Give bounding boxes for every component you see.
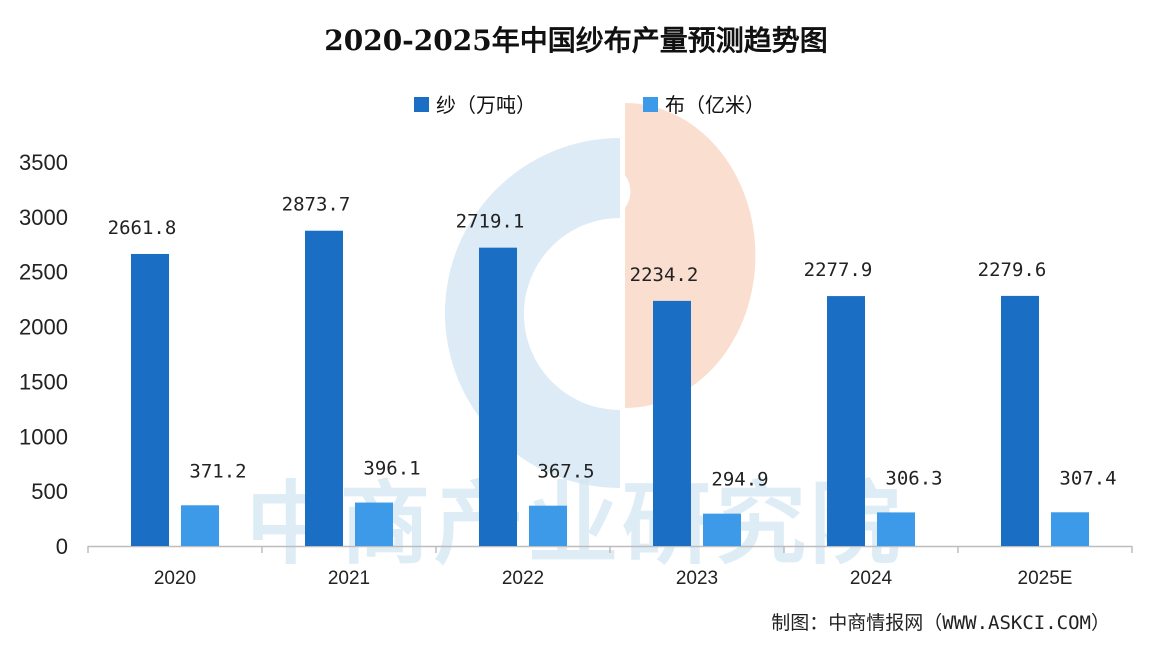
y-tick-label: 0 — [56, 534, 68, 559]
legend-swatch-cloth — [643, 97, 658, 112]
legend-label-cloth: 布（亿米） — [665, 93, 765, 117]
watermark-text: 中商产业研究院 — [246, 472, 904, 577]
data-label: 371.2 — [189, 460, 246, 482]
bar-cloth-2020 — [181, 505, 219, 546]
y-axis: 0 500 1000 1500 2000 2500 3000 3500 — [19, 150, 68, 559]
x-axis: 2020 2021 2022 2023 2024 2025E — [87, 546, 1133, 589]
data-label: 396.1 — [363, 458, 420, 480]
legend: 纱（万吨） 布（亿米） — [414, 93, 765, 117]
x-tick-label: 2024 — [850, 568, 893, 589]
y-tick-label: 2000 — [19, 315, 68, 340]
x-tick-label: 2022 — [502, 568, 544, 589]
data-label: 2661.8 — [108, 217, 177, 239]
data-label: 294.9 — [711, 469, 768, 491]
bar-yarn-2024 — [827, 296, 865, 546]
y-tick-label: 3500 — [19, 150, 68, 175]
chart-title: 2020-2025年中国纱布产量预测趋势图 — [324, 24, 827, 57]
bar-yarn-2020 — [131, 253, 169, 546]
y-tick-label: 1500 — [19, 369, 68, 394]
bar-yarn-2023 — [653, 300, 691, 546]
data-label: 2873.7 — [282, 194, 351, 216]
legend-swatch-yarn — [414, 97, 429, 112]
watermark: 中商产业研究院 — [246, 103, 904, 577]
data-label: 367.5 — [537, 461, 594, 483]
x-tick-label: 2025E — [1018, 568, 1073, 589]
x-tick-label: 2020 — [154, 568, 196, 589]
bar-cloth-2024 — [877, 512, 915, 546]
y-tick-label: 3000 — [19, 205, 68, 230]
legend-label-yarn: 纱（万吨） — [436, 93, 536, 117]
data-label: 306.3 — [885, 467, 942, 489]
data-label: 2279.6 — [978, 259, 1047, 281]
bars: 2661.8 2873.7 2719.1 2234.2 2277.9 2279.6 371.… — [108, 194, 1117, 546]
source-credit: 制图：中商情报网（WWW.ASKCI.COM） — [771, 612, 1110, 634]
y-tick-label: 1000 — [19, 424, 68, 449]
y-tick-label: 500 — [31, 479, 68, 504]
watermark-logo-blue-arc — [445, 138, 620, 488]
x-tick-label: 2021 — [328, 568, 370, 589]
bar-cloth-2025E — [1051, 512, 1089, 546]
data-label: 2719.1 — [456, 211, 525, 233]
data-label: 307.4 — [1059, 467, 1116, 489]
data-label: 2277.9 — [804, 259, 873, 281]
bar-yarn-2025E — [1001, 295, 1039, 546]
bar-cloth-2023 — [703, 513, 741, 546]
bar-cloth-2021 — [355, 502, 393, 546]
x-tick-label: 2023 — [676, 568, 718, 589]
bar-yarn-2022 — [479, 247, 517, 546]
y-tick-label: 2500 — [19, 260, 68, 285]
data-label: 2234.2 — [630, 264, 699, 286]
bar-cloth-2022 — [529, 505, 567, 546]
bar-yarn-2021 — [305, 230, 343, 546]
